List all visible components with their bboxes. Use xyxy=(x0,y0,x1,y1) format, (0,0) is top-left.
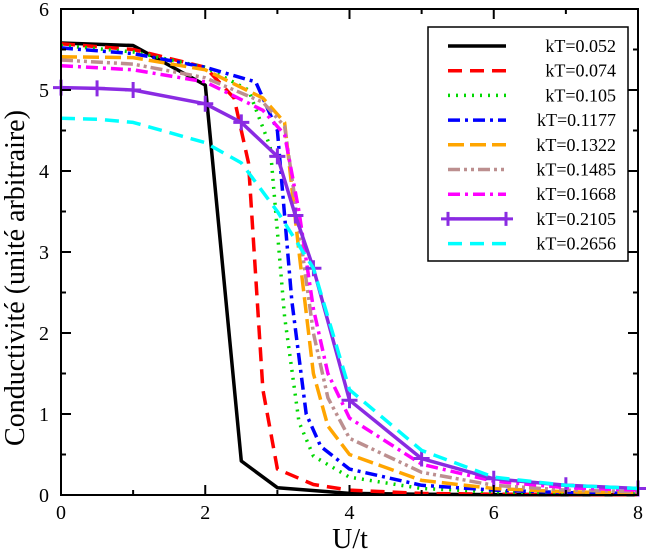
y-tick-label: 5 xyxy=(39,80,49,102)
series-point-7-2 xyxy=(125,82,142,98)
axes: 0 2 4 6 8 0 1 2 3 4 5 6 xyxy=(39,0,643,524)
series-point-7-8 xyxy=(341,392,358,409)
x-tick-label: 6 xyxy=(489,502,499,524)
x-tick-label: 2 xyxy=(200,502,210,524)
series-point-7-5 xyxy=(269,148,286,165)
y-tick-label: 0 xyxy=(39,485,49,507)
x-tick-label: 8 xyxy=(633,502,643,524)
legend-label-8: kT=0.2656 xyxy=(536,234,616,254)
legend-label-4: kT=0.1322 xyxy=(536,135,616,155)
legend-label-2: kT=0.105 xyxy=(545,85,616,105)
x-tick-label: 0 xyxy=(56,502,66,524)
legend: kT=0.052 kT=0.074 kT=0.105 kT=0.1177 kT=0.13… xyxy=(427,26,629,262)
legend-label-0: kT=0.052 xyxy=(545,36,616,56)
legend-label-5: kT=0.1485 xyxy=(536,160,616,180)
legend-marker-7 xyxy=(499,211,513,226)
series-point-7-6 xyxy=(287,207,304,224)
x-axis-title: U/t xyxy=(332,524,368,553)
series-point-7-9 xyxy=(413,450,430,467)
y-axis-title: Conductivité (unité arbitraire) xyxy=(0,110,31,446)
x-tick-label: 4 xyxy=(345,502,355,524)
series-point-7-1 xyxy=(89,80,106,97)
legend-label-6: kT=0.1668 xyxy=(536,184,616,204)
legend-label-1: kT=0.074 xyxy=(545,61,616,81)
y-tick-label: 2 xyxy=(39,323,49,345)
series-line-8 xyxy=(60,116,639,491)
series-point-7-3 xyxy=(197,95,214,112)
y-tick-label: 1 xyxy=(39,404,49,426)
legend-label-7: kT=0.2105 xyxy=(536,209,616,229)
y-tick-label: 4 xyxy=(39,161,49,183)
legend-marker-7 xyxy=(441,211,455,226)
series-point-7-4 xyxy=(233,114,250,131)
legend-label-3: kT=0.1177 xyxy=(537,110,616,130)
y-tick-label: 3 xyxy=(39,242,49,264)
y-tick-label: 6 xyxy=(39,0,49,21)
